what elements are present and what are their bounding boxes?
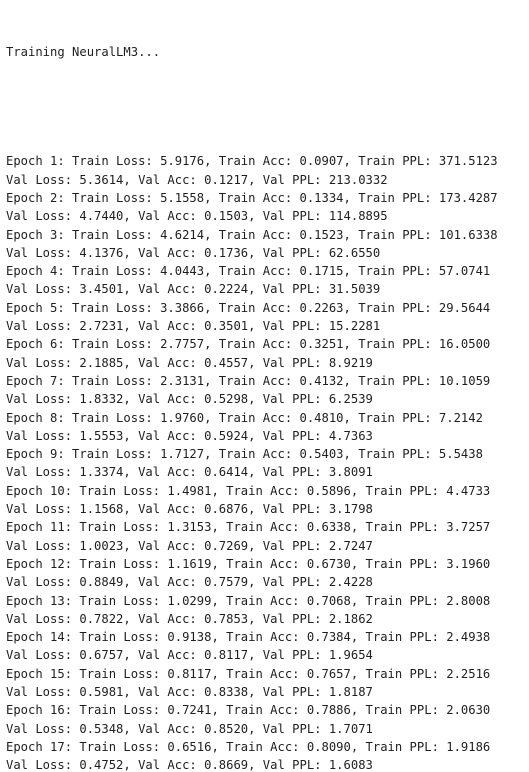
- val-metrics-line: Val Loss: 4.7440, Val Acc: 0.1503, Val P…: [6, 209, 388, 224]
- train-metrics-line: Epoch 6: Train Loss: 2.7757, Train Acc: …: [6, 337, 491, 352]
- val-metrics-line: Val Loss: 0.6757, Val Acc: 0.8117, Val P…: [6, 648, 373, 663]
- val-metrics-line: Val Loss: 1.8332, Val Acc: 0.5298, Val P…: [6, 392, 373, 407]
- train-metrics-line: Epoch 1: Train Loss: 5.9176, Train Acc: …: [6, 154, 498, 169]
- val-metrics-line: Val Loss: 0.5348, Val Acc: 0.8520, Val P…: [6, 721, 373, 736]
- val-metrics-line: Val Loss: 1.0023, Val Acc: 0.7269, Val P…: [6, 538, 373, 553]
- train-metrics-line: Epoch 8: Train Loss: 1.9760, Train Acc: …: [6, 410, 483, 425]
- train-metrics-line: Epoch 9: Train Loss: 1.7127, Train Acc: …: [6, 447, 483, 462]
- train-metrics-line: Epoch 2: Train Loss: 5.1558, Train Acc: …: [6, 190, 498, 205]
- val-metrics-line: Val Loss: 0.7822, Val Acc: 0.7853, Val P…: [6, 611, 373, 626]
- train-metrics-line: Epoch 10: Train Loss: 1.4981, Train Acc:…: [6, 483, 491, 498]
- val-metrics-line: Val Loss: 0.4752, Val Acc: 0.8669, Val P…: [6, 758, 373, 772]
- train-metrics-line: Epoch 11: Train Loss: 1.3153, Train Acc:…: [6, 520, 491, 535]
- val-metrics-line: Val Loss: 1.3374, Val Acc: 0.6414, Val P…: [6, 465, 373, 480]
- train-metrics-line: Epoch 3: Train Loss: 4.6214, Train Acc: …: [6, 227, 498, 242]
- val-metrics-line: Val Loss: 3.4501, Val Acc: 0.2224, Val P…: [6, 282, 381, 297]
- train-metrics-line: Epoch 4: Train Loss: 4.0443, Train Acc: …: [6, 264, 491, 279]
- train-metrics-line: Epoch 15: Train Loss: 0.8117, Train Acc:…: [6, 666, 491, 681]
- val-metrics-line: Val Loss: 4.1376, Val Acc: 0.1736, Val P…: [6, 245, 381, 260]
- train-metrics-line: Epoch 14: Train Loss: 0.9138, Train Acc:…: [6, 630, 491, 645]
- train-metrics-line: Epoch 13: Train Loss: 1.0299, Train Acc:…: [6, 593, 491, 608]
- val-metrics-line: Val Loss: 5.3614, Val Acc: 0.1217, Val P…: [6, 172, 388, 187]
- val-metrics-line: Val Loss: 1.1568, Val Acc: 0.6876, Val P…: [6, 502, 373, 517]
- val-metrics-line: Val Loss: 0.5981, Val Acc: 0.8338, Val P…: [6, 684, 373, 699]
- train-metrics-line: Epoch 17: Train Loss: 0.6516, Train Acc:…: [6, 739, 491, 754]
- training-log: Epoch 1: Train Loss: 5.9176, Train Acc: …: [6, 152, 529, 772]
- train-metrics-line: Epoch 7: Train Loss: 2.3131, Train Acc: …: [6, 373, 491, 388]
- val-metrics-line: Val Loss: 2.7231, Val Acc: 0.3501, Val P…: [6, 319, 381, 334]
- val-metrics-line: Val Loss: 1.5553, Val Acc: 0.5924, Val P…: [6, 428, 373, 443]
- val-metrics-line: Val Loss: 0.8849, Val Acc: 0.7579, Val P…: [6, 575, 373, 590]
- blank-line: [6, 97, 529, 115]
- train-metrics-line: Epoch 12: Train Loss: 1.1619, Train Acc:…: [6, 556, 491, 571]
- training-header: Training NeuralLM3...: [6, 44, 161, 59]
- train-metrics-line: Epoch 16: Train Loss: 0.7241, Train Acc:…: [6, 703, 491, 718]
- train-metrics-line: Epoch 5: Train Loss: 3.3866, Train Acc: …: [6, 300, 491, 315]
- val-metrics-line: Val Loss: 2.1885, Val Acc: 0.4557, Val P…: [6, 355, 373, 370]
